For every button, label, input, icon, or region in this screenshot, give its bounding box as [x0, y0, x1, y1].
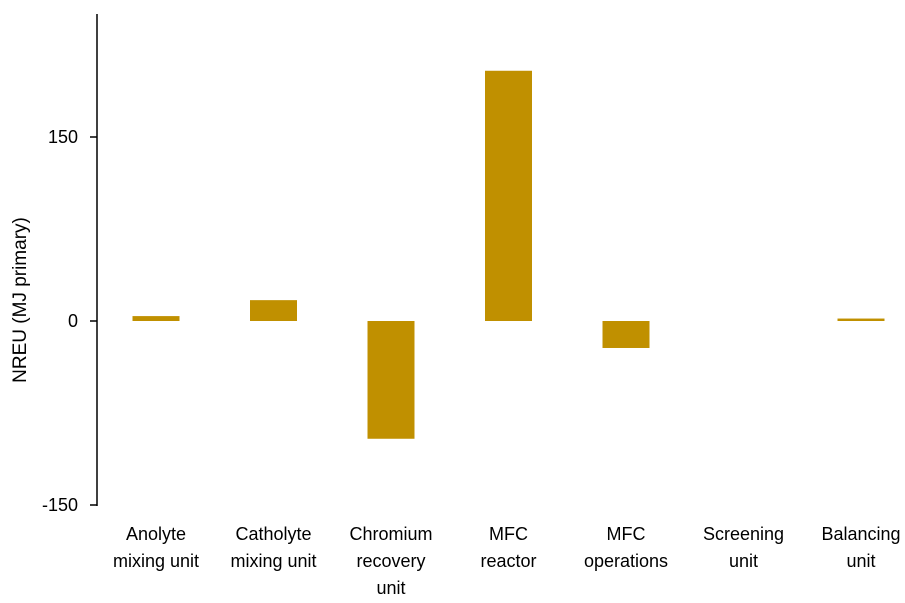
x-category-label-line: unit — [376, 578, 405, 598]
y-tick-label: -150 — [42, 495, 78, 515]
x-category-label: Anolyte mixing unit — [113, 524, 199, 571]
bar — [485, 70, 532, 321]
x-category-label-line: Screening — [703, 524, 784, 544]
bar — [602, 321, 650, 348]
x-category-label-line: reactor — [480, 551, 536, 571]
x-category-label: Screening unit — [703, 524, 784, 571]
x-category-label: Chromium recovery unit — [349, 524, 432, 598]
bar — [837, 318, 885, 321]
x-category-label-line: Chromium — [349, 524, 432, 544]
x-category-label: MFC operations — [584, 524, 668, 571]
x-category-label-line: MFC — [489, 524, 528, 544]
y-tick-label: 0 — [68, 311, 78, 331]
x-category-label-line: recovery — [356, 551, 425, 571]
x-category-label: MFC reactor — [480, 524, 536, 571]
x-category-labels: Anolyte mixing unit Catholyte mixing unit Ch… — [113, 524, 901, 598]
x-category-label-line: mixing unit — [113, 551, 199, 571]
bar — [367, 321, 415, 439]
x-category-label-line: Anolyte — [126, 524, 186, 544]
bars-group — [132, 70, 885, 439]
x-category-label-line: MFC — [607, 524, 646, 544]
x-category-label-line: operations — [584, 551, 668, 571]
x-category-label-line: Catholyte — [235, 524, 311, 544]
x-category-label: Balancing unit — [821, 524, 900, 571]
x-category-label-line: unit — [729, 551, 758, 571]
y-ticks: -150 0 150 — [42, 127, 97, 515]
x-category-label: Catholyte mixing unit — [230, 524, 316, 571]
x-category-label-line: Balancing — [821, 524, 900, 544]
bar — [132, 316, 180, 321]
x-category-label-line: mixing unit — [230, 551, 316, 571]
y-tick-label: 150 — [48, 127, 78, 147]
y-axis-title: NREU (MJ primary) — [10, 217, 31, 383]
bar — [250, 300, 297, 321]
x-category-label-line: unit — [846, 551, 875, 571]
